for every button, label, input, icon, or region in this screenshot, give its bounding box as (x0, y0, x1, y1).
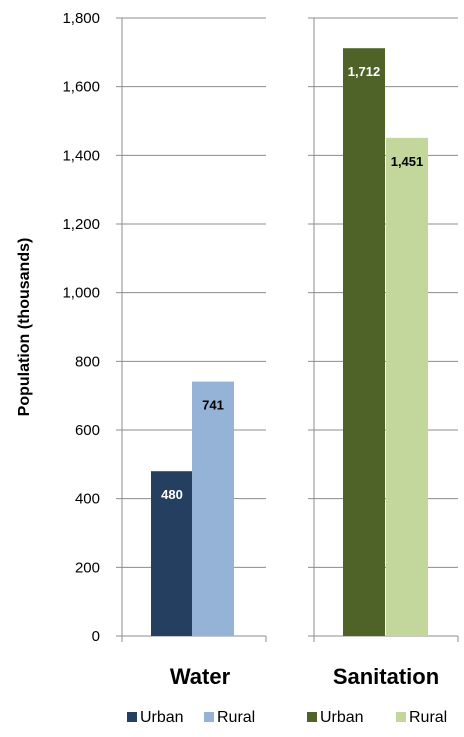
legend-swatch-water-rural (204, 712, 214, 722)
legend-label: Rural (217, 709, 255, 726)
y-tick-label: 1,000 (62, 285, 100, 302)
data-label: 1,451 (391, 154, 424, 169)
y-tick-label: 800 (75, 353, 100, 370)
bar-sanitation-urban (343, 48, 385, 637)
labels: 0 200 400 600 800 1,000 1,200 1,400 1,600 1,800 Po… (16, 10, 439, 689)
y-tick-label: 1,200 (62, 216, 100, 233)
y-tick-label: 600 (75, 422, 100, 439)
bars (151, 48, 428, 637)
data-label: 480 (161, 487, 183, 502)
data-label: 1,712 (348, 64, 381, 79)
y-tick-label: 1,800 (62, 10, 100, 27)
legend-label: Urban (320, 709, 364, 726)
group-label-sanitation: Sanitation (333, 664, 439, 689)
legend-swatch-water-urban (127, 712, 137, 722)
y-tick-label: 1,400 (62, 147, 100, 164)
y-axis-title: Population (thousands) (16, 238, 33, 417)
y-tick-label: 0 (92, 628, 100, 645)
legend-label: Rural (409, 709, 447, 726)
legend-swatch-sanitation-urban (307, 712, 317, 722)
group-label-water: Water (170, 664, 231, 689)
y-tick-label: 400 (75, 491, 100, 508)
legend: Urban Rural Urban Rural (127, 709, 447, 726)
bar-water-rural (192, 381, 234, 636)
legend-label: Urban (140, 709, 184, 726)
y-tick-label: 1,600 (62, 79, 100, 96)
y-tick-label: 200 (75, 559, 100, 576)
data-label: 741 (202, 398, 224, 413)
bar-water-urban (151, 471, 193, 636)
bar-sanitation-rural (386, 137, 428, 636)
legend-swatch-sanitation-rural (396, 712, 406, 722)
